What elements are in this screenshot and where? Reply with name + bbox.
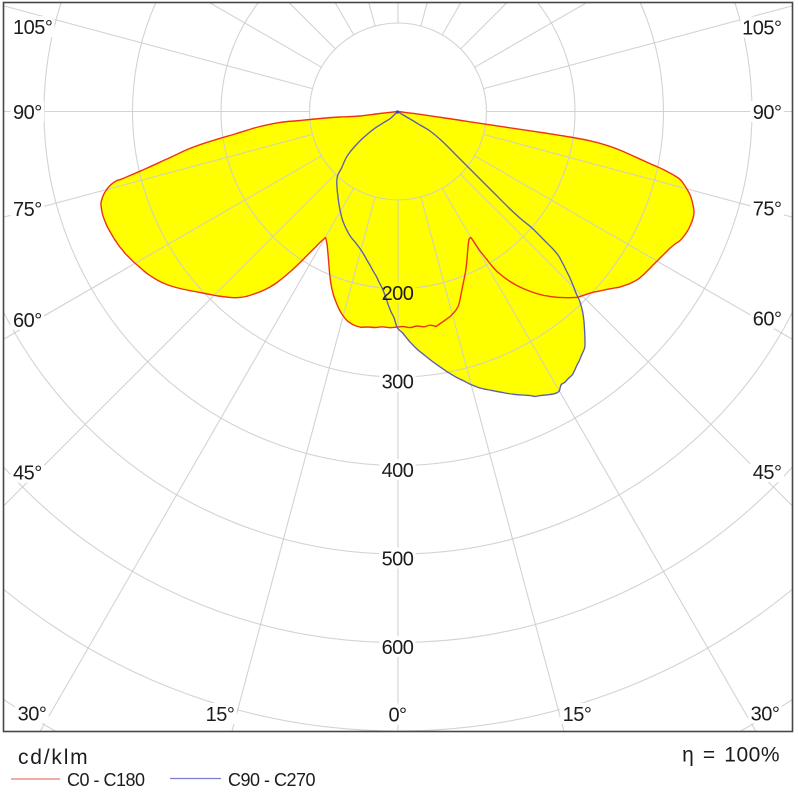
svg-text:45°: 45° bbox=[753, 462, 782, 484]
svg-text:C0 - C180: C0 - C180 bbox=[67, 770, 145, 790]
svg-text:90°: 90° bbox=[753, 102, 782, 124]
svg-text:60°: 60° bbox=[13, 310, 42, 332]
svg-text:cd/klm: cd/klm bbox=[18, 746, 89, 769]
svg-text:75°: 75° bbox=[13, 199, 42, 221]
svg-text:η = 100%: η = 100% bbox=[682, 744, 780, 767]
svg-text:15°: 15° bbox=[206, 704, 235, 726]
svg-text:105°: 105° bbox=[742, 17, 781, 39]
svg-text:105°: 105° bbox=[13, 17, 52, 39]
svg-text:0°: 0° bbox=[388, 704, 406, 726]
svg-text:300: 300 bbox=[382, 371, 414, 393]
svg-text:75°: 75° bbox=[753, 198, 782, 220]
svg-text:90°: 90° bbox=[13, 102, 42, 124]
svg-text:400: 400 bbox=[382, 460, 414, 482]
svg-text:600: 600 bbox=[382, 637, 414, 659]
svg-text:C90 - C270: C90 - C270 bbox=[228, 770, 316, 790]
svg-text:500: 500 bbox=[382, 548, 414, 570]
svg-text:30°: 30° bbox=[751, 703, 780, 725]
svg-text:60°: 60° bbox=[753, 308, 782, 330]
svg-text:15°: 15° bbox=[563, 704, 592, 726]
svg-text:30°: 30° bbox=[18, 703, 47, 725]
svg-text:45°: 45° bbox=[13, 462, 42, 484]
svg-text:200: 200 bbox=[382, 283, 414, 305]
